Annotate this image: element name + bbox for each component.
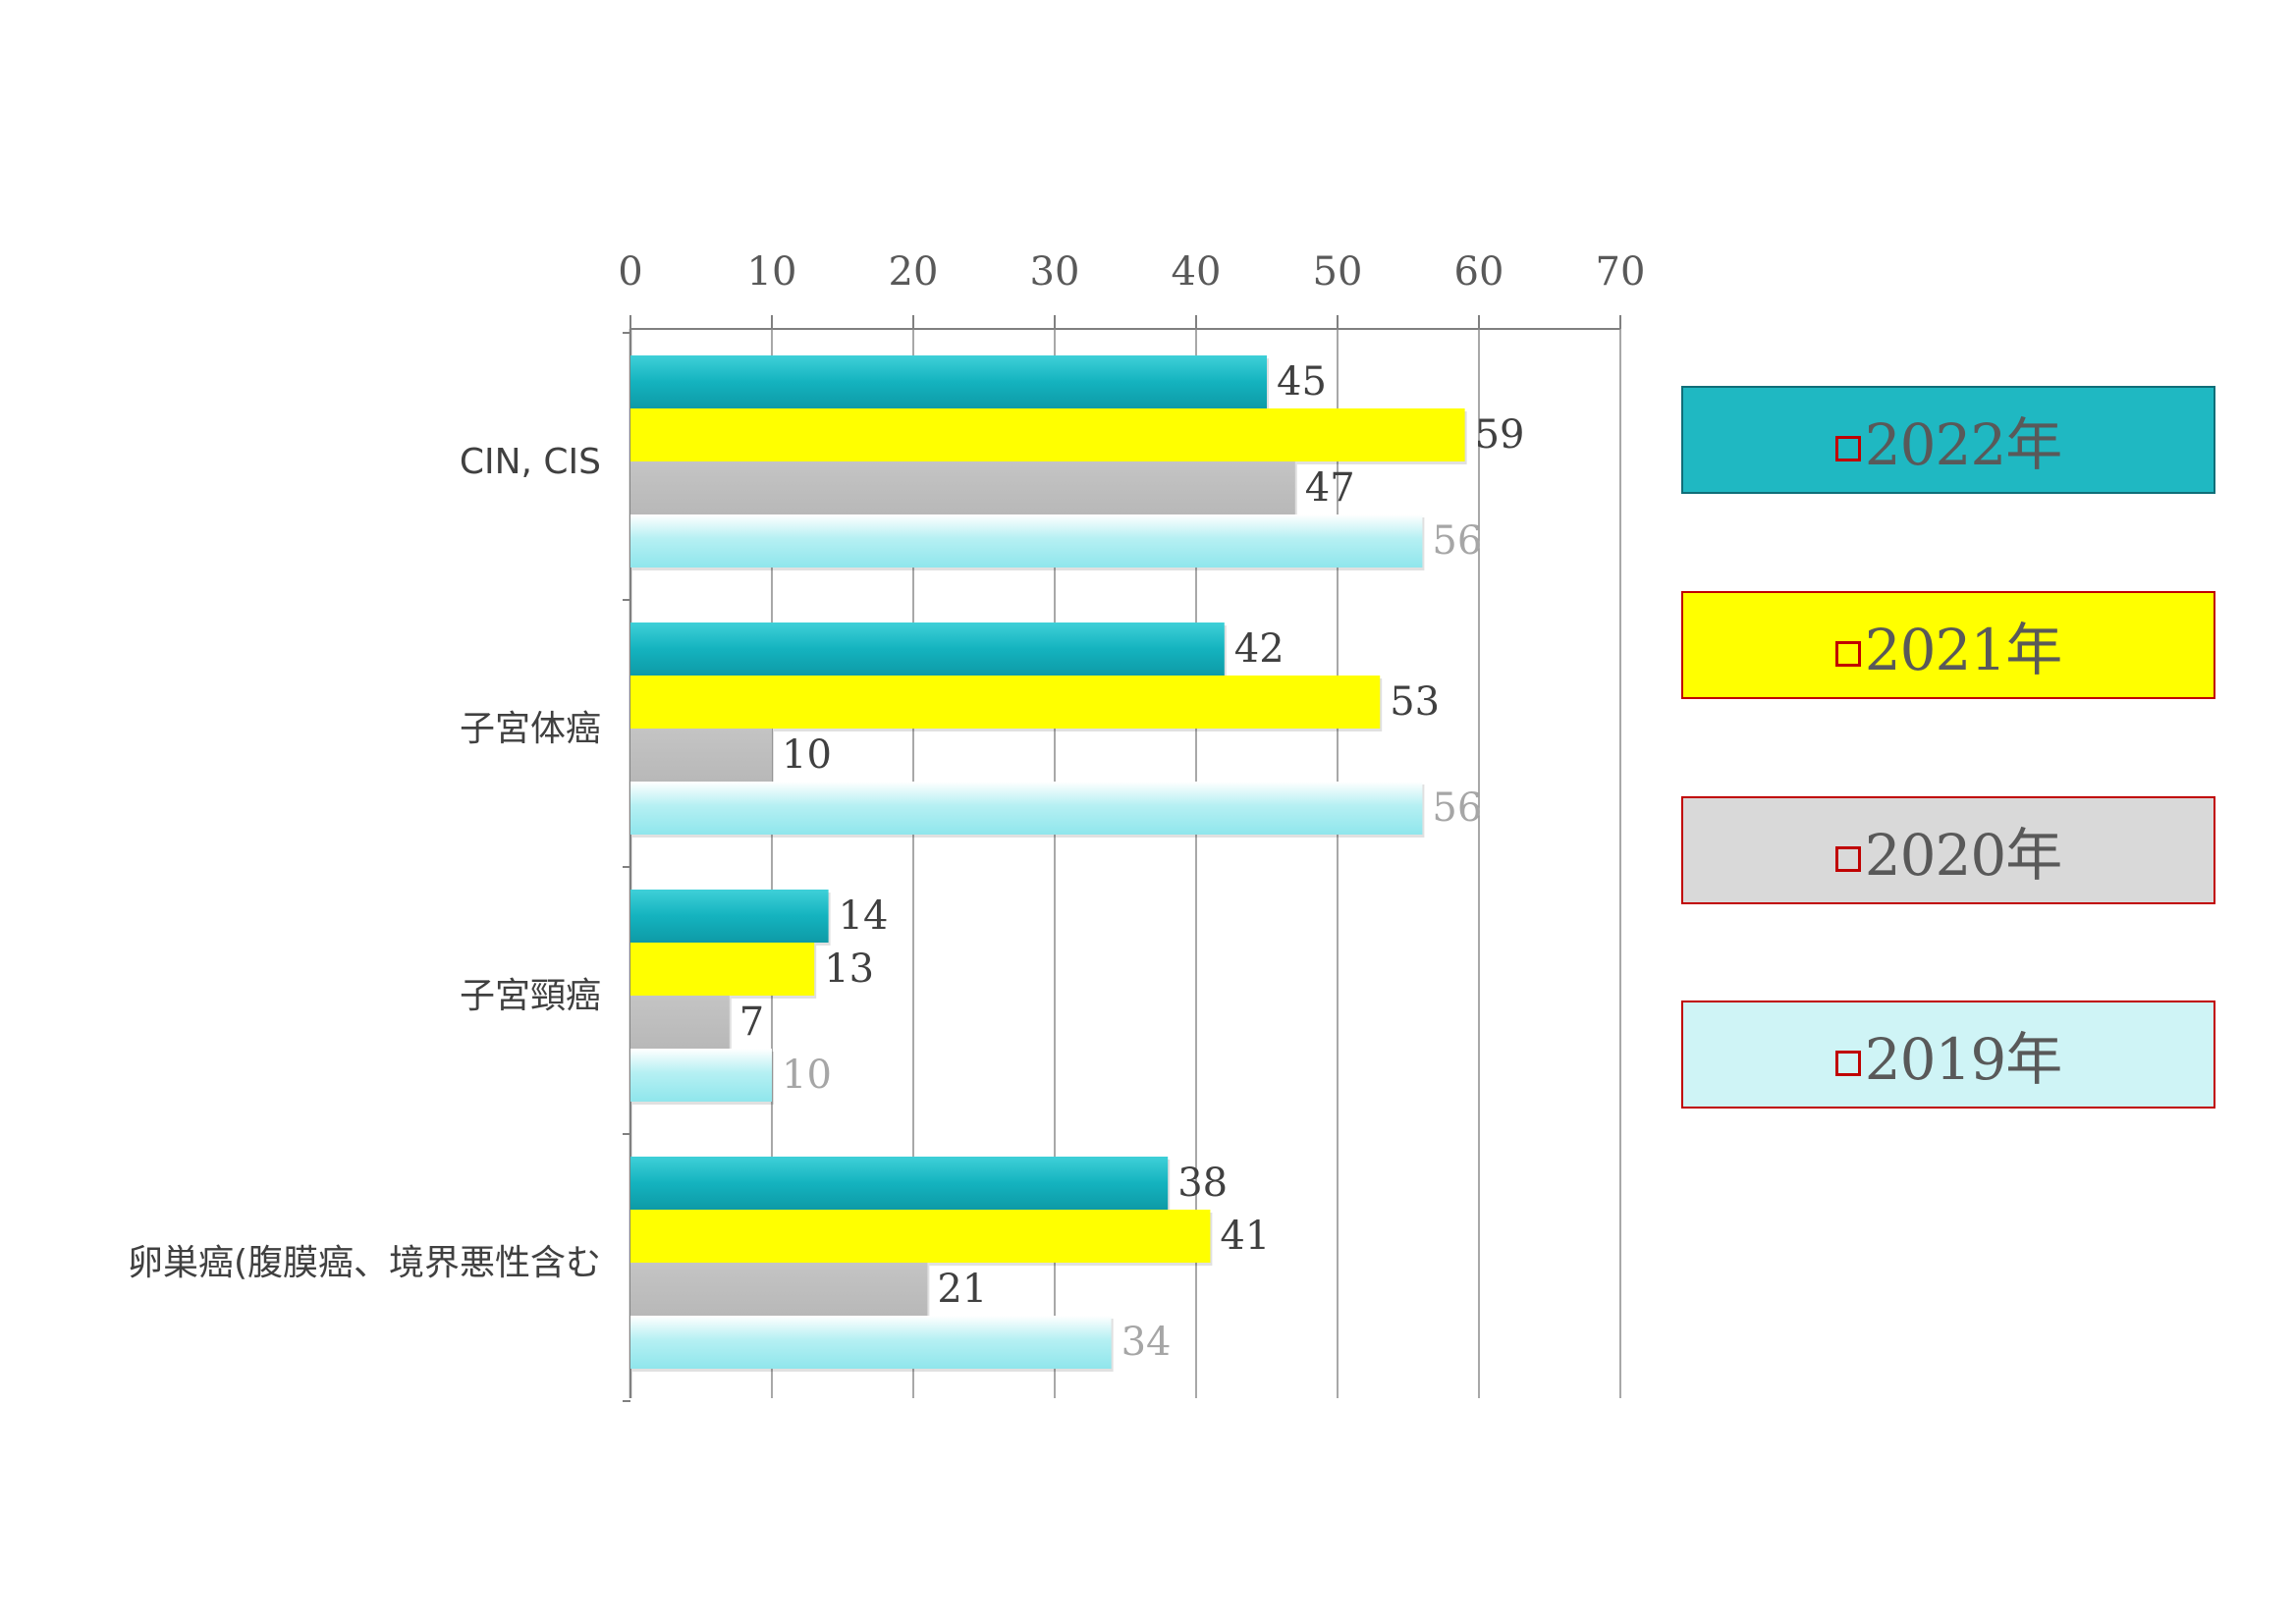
legend-item-2019: 2019年 (1681, 1001, 2215, 1109)
category-label: CIN, CIS (460, 442, 601, 482)
bar-2022年 (630, 890, 829, 943)
legend-item-2020: 2020年 (1681, 796, 2215, 904)
legend-marker (1834, 641, 1861, 667)
bar-2021年 (630, 408, 1465, 461)
data-label: 42 (1234, 626, 1285, 672)
data-labels: 45 59 47 56 42 53 10 56 14 13 7 10 38 41 21 34 (739, 359, 1525, 1365)
data-label: 59 (1475, 412, 1525, 458)
data-label: 56 (1432, 785, 1482, 831)
data-label: 21 (937, 1267, 987, 1312)
data-label: 14 (839, 893, 889, 939)
bar-2020年 (630, 461, 1295, 514)
bar-2019年 (630, 514, 1423, 568)
data-label: 41 (1220, 1214, 1270, 1259)
legend-label: 2021年 (1864, 617, 2063, 683)
data-label: 10 (782, 732, 832, 778)
legend-label: 2020年 (1864, 822, 2063, 889)
bar-2020年 (630, 1263, 928, 1316)
bar-2021年 (630, 943, 815, 996)
bar-2020年 (630, 729, 772, 782)
x-tick-label: 20 (889, 249, 939, 295)
legend-label: 2022年 (1864, 411, 2063, 478)
x-tick-label: 60 (1454, 249, 1504, 295)
data-label: 7 (739, 1000, 764, 1045)
bar-2019年 (630, 1049, 772, 1102)
data-label: 10 (782, 1053, 832, 1098)
legend-marker (1834, 1051, 1861, 1076)
bar-2022年 (630, 1157, 1169, 1210)
x-tick-label: 70 (1596, 249, 1646, 295)
category-label: 子宮頸癌 (460, 976, 601, 1016)
data-label: 47 (1305, 465, 1355, 511)
category-label: 子宮体癌 (460, 709, 601, 749)
bar-2022年 (630, 622, 1225, 676)
legend-marker (1834, 846, 1861, 872)
bar-2022年 (630, 355, 1267, 408)
bar-2021年 (630, 676, 1381, 729)
x-tick-label: 10 (747, 249, 797, 295)
data-label: 45 (1277, 359, 1327, 405)
x-axis-ticks: 0 10 20 30 40 50 60 70 (618, 249, 1645, 295)
data-label: 56 (1432, 518, 1482, 564)
data-label: 13 (824, 947, 874, 992)
legend-item-2022: 2022年 (1681, 386, 2215, 494)
data-label: 34 (1121, 1320, 1172, 1365)
x-tick-label: 30 (1030, 249, 1080, 295)
bar-2020年 (630, 996, 730, 1049)
data-label: 53 (1390, 679, 1440, 725)
bar-2019年 (630, 782, 1423, 835)
data-label: 38 (1177, 1161, 1228, 1206)
legend-marker (1834, 436, 1861, 461)
legend-item-2021: 2021年 (1681, 591, 2215, 699)
bars (630, 355, 1467, 1372)
x-tick-label: 40 (1172, 249, 1222, 295)
bar-2021年 (630, 1210, 1211, 1263)
bar-2019年 (630, 1316, 1112, 1369)
x-tick-label: 50 (1313, 249, 1363, 295)
x-tick-label: 0 (618, 249, 642, 295)
legend-label: 2019年 (1864, 1026, 2063, 1093)
category-label: 卵巣癌(腹膜癌、境界悪性含む (128, 1243, 601, 1283)
